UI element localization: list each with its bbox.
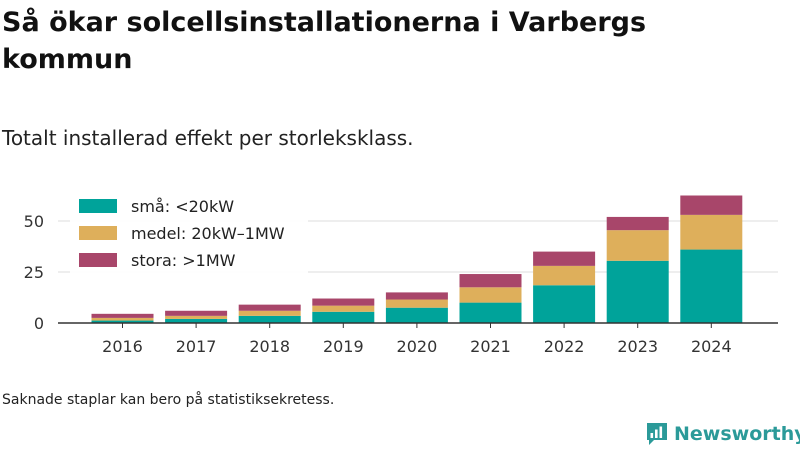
newsworthy-logo-icon bbox=[647, 423, 667, 445]
bar-segment bbox=[312, 298, 375, 306]
x-tick-label: 2020 bbox=[397, 337, 438, 356]
legend: små: <20kW medel: 20kW–1MW stora: >1MW bbox=[70, 190, 308, 278]
y-axis-ticks: 0 25 50 bbox=[24, 212, 44, 333]
bar-segment bbox=[312, 311, 375, 323]
legend-label: stora: >1MW bbox=[131, 251, 236, 270]
x-tick-label: 2022 bbox=[544, 337, 585, 356]
brand-name: Newsworthy bbox=[674, 423, 800, 445]
x-tick-label: 2017 bbox=[176, 337, 217, 356]
x-tick-label: 2024 bbox=[691, 337, 732, 356]
bar-segment bbox=[680, 195, 743, 215]
bar-segment bbox=[165, 318, 228, 323]
bar-segment bbox=[91, 317, 154, 321]
legend-swatch bbox=[79, 199, 117, 213]
y-tick-label: 50 bbox=[24, 212, 44, 231]
bar-segment bbox=[606, 230, 669, 261]
bar-segment bbox=[606, 260, 669, 323]
bar-segment bbox=[680, 249, 743, 323]
x-tick-label: 2016 bbox=[102, 337, 143, 356]
footnote: Saknade staplar kan bero på statistiksek… bbox=[2, 392, 335, 408]
y-tick-label: 25 bbox=[24, 263, 44, 282]
bar-segment bbox=[165, 315, 228, 319]
chart-title: Så ökar solcellsinstallationerna i Varbe… bbox=[2, 7, 647, 75]
stacked-bar-chart: 2016 2017 2018 2019 2020 2021 2022 2023 2024 0 25… bbox=[24, 190, 778, 356]
legend-swatch bbox=[79, 253, 117, 267]
bar-segment bbox=[680, 214, 743, 250]
bar-segment bbox=[459, 274, 522, 288]
x-tick-label: 2021 bbox=[470, 337, 511, 356]
y-tick-label: 0 bbox=[34, 314, 44, 333]
legend-swatch bbox=[79, 226, 117, 240]
bar-segment bbox=[533, 251, 596, 266]
bar-segment bbox=[459, 302, 522, 323]
legend-label: medel: 20kW–1MW bbox=[131, 224, 285, 243]
bar-segment bbox=[165, 310, 228, 316]
bar-segment bbox=[238, 310, 301, 316]
bar-segment bbox=[385, 299, 448, 308]
x-tick-label: 2018 bbox=[249, 337, 290, 356]
bar-segment bbox=[312, 305, 375, 312]
bar-segment bbox=[533, 285, 596, 323]
bar-segment bbox=[459, 287, 522, 303]
x-tick-label: 2019 bbox=[323, 337, 364, 356]
x-axis: 2016 2017 2018 2019 2020 2021 2022 2023 2024 bbox=[58, 322, 778, 356]
bar-segment bbox=[385, 307, 448, 323]
bars bbox=[91, 195, 743, 323]
bar-segment bbox=[91, 313, 154, 318]
x-tick-label: 2023 bbox=[617, 337, 658, 356]
bar-segment bbox=[606, 216, 669, 231]
bar-segment bbox=[533, 265, 596, 286]
brand-logo[interactable]: Newsworthy bbox=[645, 420, 800, 448]
chart-subtitle: Totalt installerad effekt per storlekskl… bbox=[2, 126, 414, 150]
bar-segment bbox=[238, 315, 301, 323]
bar-segment bbox=[91, 320, 154, 323]
bar-segment bbox=[385, 292, 448, 300]
bar-segment bbox=[238, 304, 301, 311]
legend-label: små: <20kW bbox=[131, 197, 234, 216]
